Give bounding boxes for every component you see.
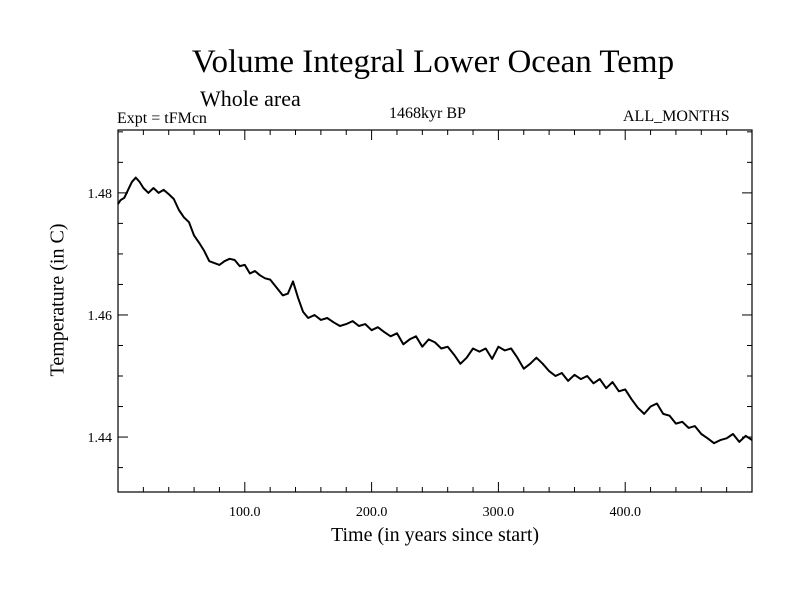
x-axis-label: Time (in years since start) bbox=[330, 524, 540, 546]
months-label: ALL_MONTHS bbox=[623, 108, 730, 125]
axis-ticks: 100.0 200.0 300.0 400.0 1.44 1.46 1.48 bbox=[88, 130, 752, 520]
experiment-label: Expt = tFMcn bbox=[117, 110, 207, 127]
plot-frame bbox=[117, 129, 753, 493]
chart-title: Volume Integral Lower Ocean Temp bbox=[191, 44, 675, 80]
chart-subtitle: Whole area bbox=[200, 86, 301, 111]
y-tick-label: 1.44 bbox=[88, 431, 113, 446]
y-tick-label: 1.46 bbox=[88, 309, 113, 324]
temperature-series-line bbox=[117, 176, 753, 445]
x-tick-label: 300.0 bbox=[483, 505, 515, 520]
y-tick-label: 1.48 bbox=[88, 187, 113, 202]
x-tick-label: 400.0 bbox=[609, 505, 641, 520]
x-tick-label: 100.0 bbox=[229, 505, 261, 520]
x-tick-label: 200.0 bbox=[356, 505, 388, 520]
era-label: 1468kyr BP bbox=[389, 105, 466, 122]
